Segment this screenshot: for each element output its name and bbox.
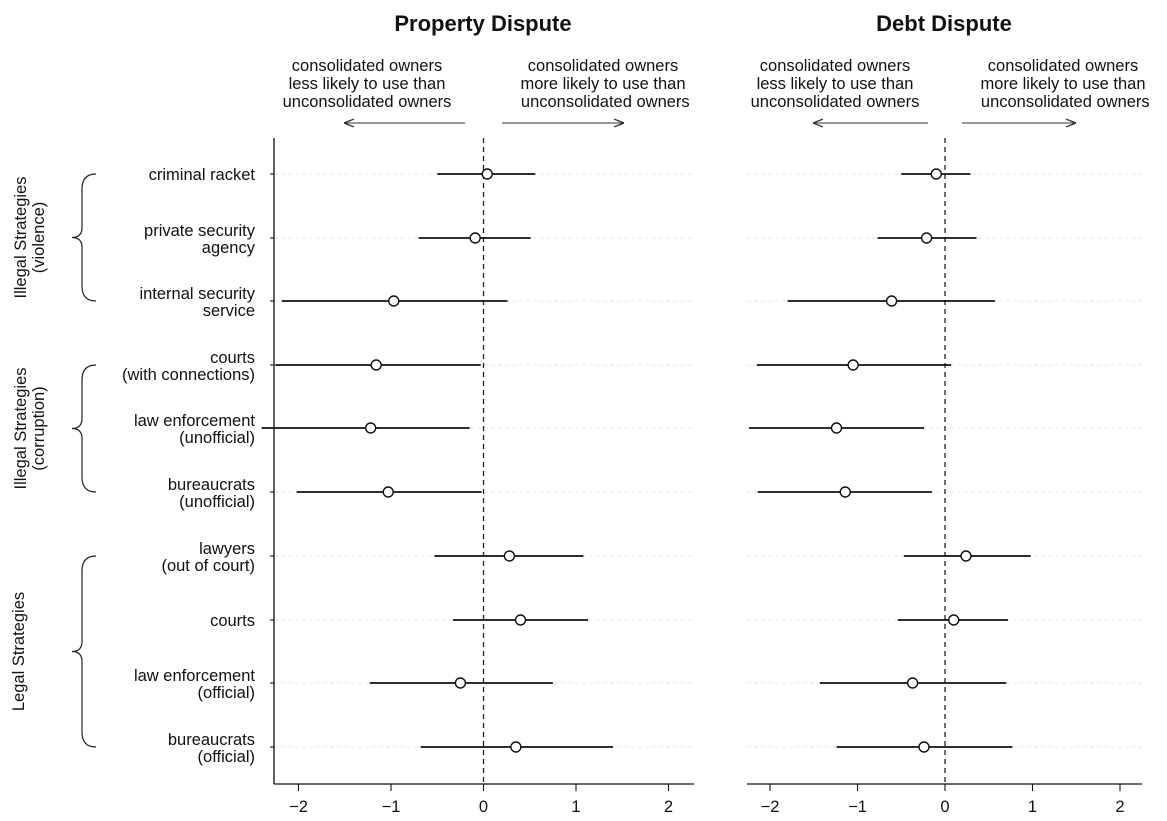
right-annotation: consolidated owners more likely to use th…: [516, 57, 689, 111]
right-annotation: consolidated owners more likely to use th…: [976, 57, 1149, 111]
category-label-line: agency: [202, 239, 256, 257]
annotation-line: unconsolidated owners: [516, 93, 689, 111]
x-tick-label: 2: [664, 798, 673, 816]
x-tick-label: −2: [761, 798, 780, 816]
panel-title: Debt Dispute: [876, 11, 1012, 36]
group-label-line: Illegal Strategies: [12, 177, 30, 299]
group-label-line: (violence): [30, 202, 48, 274]
category-label-line: (with connections): [122, 366, 255, 384]
annotation-line: less likely to use than: [289, 75, 446, 93]
point-estimate: [382, 486, 394, 498]
category-label: criminal racket: [149, 166, 256, 184]
annotation-line: more likely to use than: [980, 75, 1145, 93]
category-label-line: internal security: [139, 285, 255, 303]
point-estimate: [503, 550, 516, 562]
category-label-line: bureaucrats: [168, 476, 255, 494]
point-estimate: [370, 359, 382, 371]
point-estimate: [847, 359, 859, 371]
category-label-line: law enforcement: [134, 667, 255, 685]
category-label: law enforcement (unofficial): [134, 412, 255, 447]
group-brace: [71, 364, 97, 493]
point-estimate: [885, 295, 898, 307]
point-estimate: [839, 486, 851, 498]
annotation-line: consolidated owners: [528, 57, 678, 75]
point-estimate: [948, 614, 960, 626]
category-label: private security agency: [144, 222, 256, 257]
point-estimate: [930, 168, 942, 180]
annotation-line: consolidated owners: [988, 57, 1138, 75]
group-label: Illegal Strategies(corruption): [12, 368, 48, 490]
category-label: law enforcement (official): [134, 667, 255, 702]
x-tick-label: −1: [848, 798, 867, 816]
point-estimate: [514, 614, 527, 626]
point-estimate: [469, 232, 481, 244]
point-estimate: [906, 677, 919, 689]
category-label-line: (official): [198, 684, 255, 702]
x-tick-label: −1: [382, 798, 401, 816]
annotation-line: consolidated owners: [760, 57, 910, 75]
category-label: courts (with connections): [122, 349, 255, 384]
point-estimate: [920, 232, 933, 244]
point-estimate: [454, 677, 467, 689]
annotation-line: consolidated owners: [292, 57, 442, 75]
group-label-line: Illegal Strategies: [12, 368, 30, 490]
point-estimate: [510, 741, 522, 753]
category-label: courts: [210, 612, 255, 630]
group-label-line: Legal Strategies: [10, 592, 28, 711]
category-label-line: courts: [210, 349, 255, 367]
category-label-line: bureaucrats: [168, 731, 255, 749]
category-label-line: (unofficial): [179, 429, 255, 447]
point-estimate: [918, 741, 930, 753]
annotation-line: unconsolidated owners: [751, 93, 920, 111]
x-tick-label: 1: [1028, 798, 1037, 816]
annotation-line: unconsolidated owners: [283, 93, 452, 111]
category-label: internal security service: [139, 285, 255, 320]
x-tick-label: −2: [289, 798, 308, 816]
annotation-line: unconsolidated owners: [976, 93, 1149, 111]
x-tick-label: 2: [1115, 798, 1124, 816]
annotation-line: more likely to use than: [520, 75, 685, 93]
group-label-line: (corruption): [30, 386, 48, 470]
group-brace: [71, 555, 97, 748]
left-annotation: consolidated owners less likely to use th…: [283, 57, 452, 111]
annotation-line: less likely to use than: [757, 75, 914, 93]
category-label-line: law enforcement: [134, 412, 255, 430]
panel-title: Property Dispute: [394, 11, 571, 36]
point-estimate: [481, 168, 493, 180]
category-label-line: private security: [144, 222, 256, 240]
point-estimate: [388, 295, 400, 307]
left-annotation: consolidated owners less likely to use th…: [751, 57, 920, 111]
category-label-line: (unofficial): [179, 493, 255, 511]
category-label-line: (out of court): [161, 557, 255, 575]
point-estimate: [830, 422, 843, 434]
category-label: lawyers (out of court): [161, 540, 255, 575]
category-label: bureaucrats (unofficial): [168, 476, 255, 511]
point-estimate: [960, 550, 972, 562]
group-label: Legal Strategies: [10, 592, 28, 711]
group-brace: [71, 173, 97, 302]
group-label: Illegal Strategies(violence): [12, 177, 48, 299]
category-label-line: (official): [198, 748, 255, 766]
category-label: bureaucrats (official): [168, 731, 255, 766]
x-tick-label: 0: [940, 798, 949, 816]
x-tick-label: 0: [479, 798, 488, 816]
category-label-line: lawyers: [199, 540, 255, 558]
point-estimate: [364, 422, 377, 434]
category-label-line: service: [203, 302, 255, 320]
x-tick-label: 1: [571, 798, 580, 816]
